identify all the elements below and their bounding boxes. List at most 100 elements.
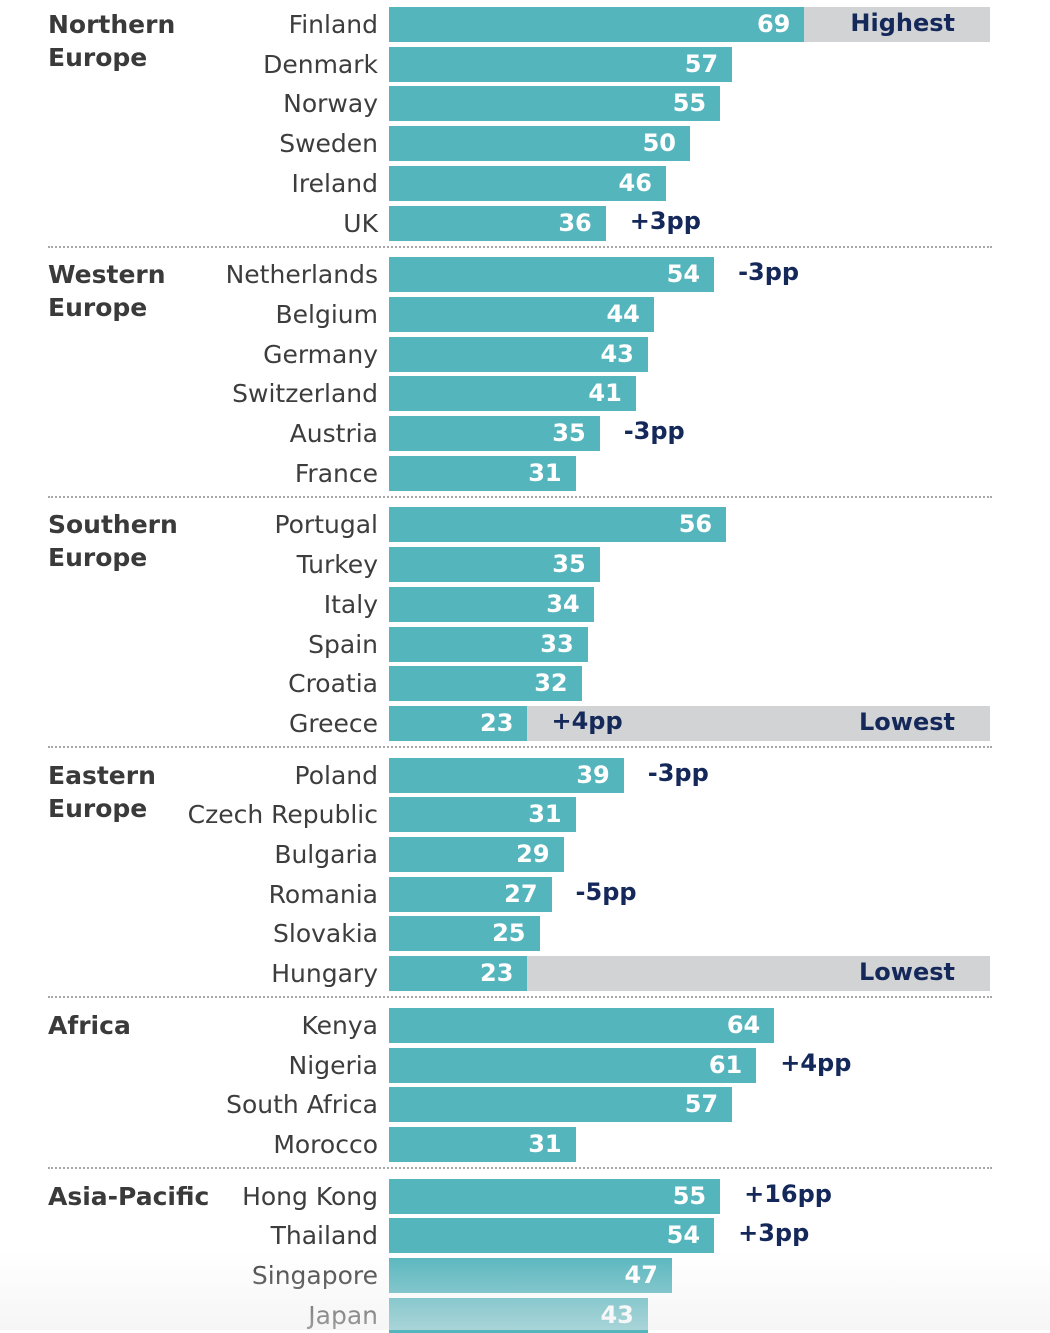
- bar-germany: [389, 336, 648, 372]
- country-label-hungary: Hungary: [271, 959, 378, 989]
- country-label-czech-republic: Czech Republic: [187, 800, 378, 830]
- band-label-greece: Lowest: [859, 707, 955, 736]
- bar-hungary: [389, 956, 528, 992]
- change-label-hong-kong: +16pp: [744, 1179, 832, 1208]
- value-label-denmark: 57: [684, 49, 719, 78]
- bar-greece: [389, 705, 528, 741]
- change-label-nigeria: +4pp: [780, 1048, 852, 1077]
- value-label-spain: 33: [540, 629, 574, 658]
- change-label-romania: -5pp: [575, 877, 637, 906]
- band-label-finland: Highest: [850, 9, 955, 37]
- value-label-france: 31: [528, 458, 562, 487]
- value-label-ireland: 46: [618, 168, 652, 197]
- value-label-portugal: 56: [678, 510, 713, 539]
- bar-uk: [389, 205, 606, 241]
- bar-denmark: [389, 46, 733, 82]
- value-label-nigeria: 61: [708, 1050, 743, 1079]
- country-label-norway: Norway: [283, 89, 378, 119]
- value-label-morocco: 31: [528, 1129, 562, 1158]
- country-label-kenya: Kenya: [301, 1010, 379, 1040]
- bar-france: [389, 455, 576, 491]
- value-label-thailand: 54: [666, 1221, 701, 1250]
- value-label-slovakia: 25: [492, 919, 526, 948]
- value-label-greece: 23: [480, 708, 514, 737]
- country-label-nigeria: Nigeria: [288, 1050, 378, 1080]
- group-divider: [48, 996, 992, 999]
- bar-finland: [389, 7, 805, 42]
- country-label-germany: Germany: [263, 339, 378, 369]
- bar-romania: [389, 876, 552, 912]
- value-label-finland: 69: [756, 10, 791, 38]
- value-label-germany: 43: [600, 339, 634, 368]
- change-label-netherlands: -3pp: [738, 258, 800, 287]
- bar-croatia: [389, 666, 582, 702]
- country-label-italy: Italy: [323, 589, 378, 619]
- bar-norway: [389, 86, 721, 122]
- bar-belgium: [389, 296, 654, 332]
- group-divider: [48, 1167, 992, 1170]
- country-label-slovakia: Slovakia: [273, 919, 378, 949]
- value-label-norway: 55: [672, 89, 707, 118]
- change-label-thailand: +3pp: [738, 1219, 810, 1248]
- country-label-uk: UK: [343, 208, 378, 238]
- bar-south-africa: [389, 1087, 733, 1123]
- country-label-finland: Finland: [288, 10, 378, 39]
- bar-nigeria: [389, 1047, 757, 1083]
- value-label-hungary: 23: [480, 959, 514, 988]
- value-label-kenya: 64: [726, 1010, 761, 1039]
- value-label-switzerland: 41: [588, 379, 622, 408]
- bar-spain: [389, 626, 588, 662]
- country-label-portugal: Portugal: [274, 510, 378, 540]
- country-label-croatia: Croatia: [288, 669, 378, 699]
- bar-turkey: [389, 547, 600, 583]
- country-label-ireland: Ireland: [291, 168, 378, 198]
- change-label-poland: -3pp: [647, 758, 709, 787]
- country-label-denmark: Denmark: [263, 49, 378, 79]
- value-label-japan: 43: [600, 1300, 634, 1329]
- value-label-czech-republic: 31: [528, 800, 562, 829]
- region-label: Southern Europe: [48, 510, 178, 573]
- band-label-hungary: Lowest: [859, 958, 955, 987]
- value-label-poland: 39: [576, 760, 610, 789]
- country-label-sweden: Sweden: [279, 129, 378, 159]
- country-label-morocco: Morocco: [273, 1129, 378, 1159]
- country-label-spain: Spain: [308, 629, 378, 659]
- country-label-hong-kong: Hong Kong: [242, 1181, 378, 1211]
- bar-czech-republic: [389, 797, 576, 833]
- region-label: Eastern Europe: [48, 760, 156, 823]
- bar-sweden: [389, 126, 690, 162]
- group-divider: [48, 245, 992, 248]
- bar-kenya: [389, 1007, 775, 1043]
- bar-bulgaria: [389, 837, 564, 872]
- value-label-uk: 36: [558, 208, 592, 237]
- bar-switzerland: [389, 376, 636, 412]
- value-label-singapore: 47: [624, 1261, 658, 1289]
- value-label-turkey: 35: [552, 550, 586, 579]
- value-label-belgium: 44: [606, 299, 640, 328]
- value-label-romania: 27: [504, 879, 538, 908]
- bar-portugal: [389, 507, 727, 543]
- country-label-switzerland: Switzerland: [232, 379, 378, 409]
- country-label-france: France: [294, 458, 378, 488]
- country-label-japan: Japan: [308, 1300, 378, 1330]
- value-label-south-africa: 57: [684, 1090, 719, 1119]
- region-label: Western Europe: [48, 260, 166, 323]
- value-label-hong-kong: 55: [672, 1181, 707, 1210]
- bar-austria: [389, 416, 600, 451]
- value-label-austria: 35: [552, 419, 586, 447]
- value-label-croatia: 32: [534, 669, 568, 698]
- change-label-greece: +4pp: [551, 706, 623, 735]
- region-label: Northern Europe: [48, 10, 176, 72]
- country-label-south-africa: South Africa: [226, 1090, 378, 1120]
- bar-italy: [389, 586, 594, 622]
- country-label-greece: Greece: [289, 708, 378, 738]
- change-label-uk: +3pp: [629, 206, 701, 235]
- country-label-singapore: Singapore: [251, 1261, 378, 1290]
- bar-hong-kong: [389, 1178, 721, 1214]
- value-label-italy: 34: [546, 589, 580, 618]
- country-label-turkey: Turkey: [296, 550, 378, 580]
- country-label-bulgaria: Bulgaria: [274, 840, 378, 869]
- country-label-romania: Romania: [268, 879, 378, 909]
- bar-morocco: [389, 1126, 576, 1162]
